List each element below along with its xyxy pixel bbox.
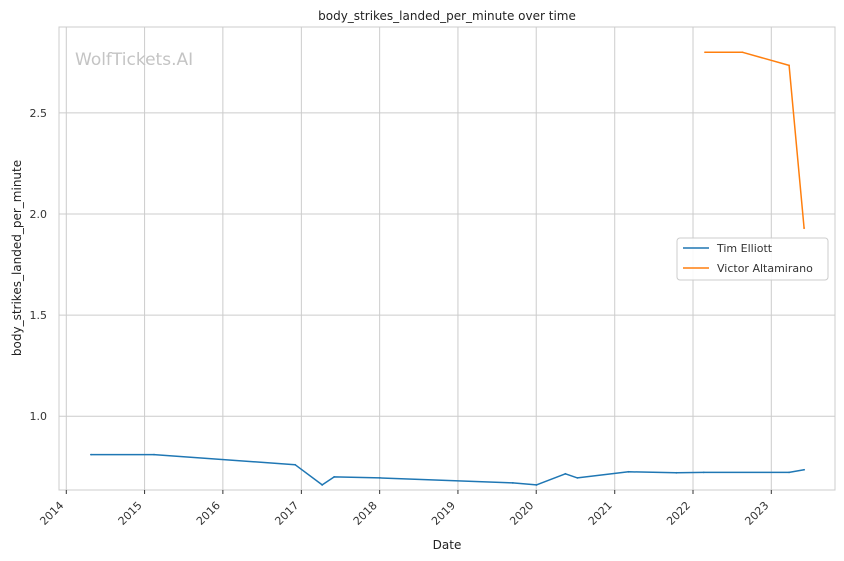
y-tick-label: 1.0 bbox=[30, 410, 48, 423]
data-point bbox=[333, 475, 336, 478]
data-point bbox=[294, 463, 297, 466]
data-point bbox=[511, 482, 514, 484]
y-tick-label: 2.5 bbox=[30, 107, 48, 120]
series-layer bbox=[90, 51, 806, 486]
legend-box bbox=[676, 237, 829, 281]
data-point bbox=[90, 453, 92, 456]
data-point bbox=[803, 227, 806, 230]
data-point bbox=[576, 476, 579, 479]
y-tick-label: 2.0 bbox=[30, 208, 48, 221]
data-point bbox=[564, 472, 567, 475]
data-point bbox=[675, 471, 678, 474]
y-axis-label: body_strikes_landed_per_minute bbox=[10, 160, 24, 356]
data-point bbox=[378, 476, 381, 479]
legend-label: Tim Elliott bbox=[716, 242, 773, 255]
watermark-text: WolfTickets.AI bbox=[75, 50, 193, 70]
data-point bbox=[321, 484, 324, 486]
y-tick-label: 1.5 bbox=[30, 309, 48, 322]
data-point bbox=[788, 471, 791, 474]
data-point bbox=[704, 51, 706, 54]
data-point bbox=[788, 64, 791, 67]
chart-title: body_strikes_landed_per_minute over time bbox=[318, 9, 576, 23]
data-point bbox=[803, 468, 806, 471]
legend-label: Victor Altamirano bbox=[717, 262, 813, 275]
data-point bbox=[153, 453, 155, 456]
series-line-1 bbox=[705, 51, 805, 229]
x-axis-label: Date bbox=[433, 538, 462, 552]
y-axis-ticks: 1.0 1.5 2.0 2.5 bbox=[30, 107, 48, 423]
plot-frame bbox=[58, 26, 836, 491]
data-point bbox=[627, 470, 630, 473]
legend: Tim Elliott Victor Altamirano bbox=[676, 237, 829, 281]
data-point bbox=[535, 484, 538, 486]
data-point bbox=[741, 51, 744, 54]
data-point bbox=[702, 471, 705, 474]
